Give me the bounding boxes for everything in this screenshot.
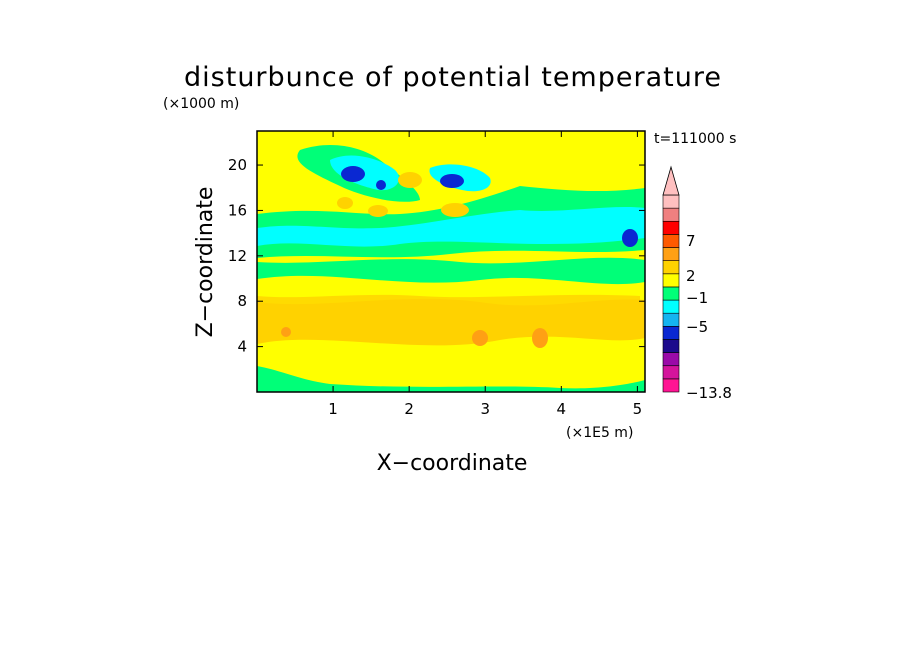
x-axis-ticks: 1 2 3 4 5 <box>328 131 642 418</box>
colorbar-swatch <box>662 194 680 209</box>
x-tick-label: 1 <box>328 400 338 418</box>
colorbar-swatch <box>662 312 680 327</box>
blue-core-3 <box>440 174 464 188</box>
colorbar-label: −13.8 <box>686 384 732 402</box>
time-label: t=111000 s <box>654 131 736 147</box>
x-tick-label: 4 <box>557 400 567 418</box>
colorbar-label: −5 <box>686 318 708 336</box>
colorbar-swatch <box>662 247 680 261</box>
orange-core-3 <box>368 205 388 217</box>
colorbar: 7 2 −1 −5 −13.8 <box>662 165 732 402</box>
colorbar-swatch <box>662 378 680 393</box>
y-tick-label: 16 <box>228 201 247 219</box>
orange-core-7 <box>281 327 291 337</box>
colorbar-label: −1 <box>686 289 708 307</box>
x-axis-label: X−coordinate <box>377 451 528 476</box>
colorbar-swatch <box>662 220 680 235</box>
colorbar-label: 7 <box>686 232 696 250</box>
x-tick-label: 3 <box>480 400 490 418</box>
orange-core-4 <box>337 197 353 209</box>
colorbar-swatch <box>662 234 680 248</box>
y-axis-label: Z−coordinate <box>193 187 218 338</box>
orange-core-5 <box>532 328 548 348</box>
blue-core-2 <box>376 180 386 190</box>
y-tick-label: 12 <box>228 247 247 265</box>
y-tick-label: 20 <box>228 156 247 174</box>
colorbar-swatch <box>662 326 680 340</box>
plot-frame <box>256 130 646 393</box>
y-unit-label: (×1000 m) <box>163 96 239 112</box>
chart-title: disturbunce of potential temperature <box>184 62 722 93</box>
warm-band-inner <box>257 294 640 319</box>
colorbar-swatch <box>662 207 680 222</box>
green-band-mid <box>257 257 645 285</box>
colorbar-swatch <box>662 352 680 367</box>
y-tick-label: 8 <box>237 292 247 310</box>
colorbar-swatch <box>662 286 680 301</box>
colorbar-swatch <box>662 273 680 288</box>
orange-core-6 <box>472 330 488 346</box>
orange-core-1 <box>398 172 422 188</box>
blue-core-4 <box>622 229 638 247</box>
x-tick-label: 2 <box>404 400 414 418</box>
cyan-band <box>257 207 645 247</box>
colorbar-swatch <box>662 260 680 275</box>
x-tick-label: 5 <box>633 400 643 418</box>
orange-core-2 <box>441 203 469 217</box>
colorbar-swatch <box>662 299 680 314</box>
colorbar-label: 2 <box>686 267 696 285</box>
x-unit-label: (×1E5 m) <box>566 425 633 441</box>
y-tick-label: 4 <box>237 338 247 356</box>
green-band-bottom <box>257 366 645 392</box>
colorbar-swatch <box>662 365 680 380</box>
colorbar-swatch <box>662 339 680 353</box>
blue-core-1 <box>341 166 365 182</box>
y-axis-ticks: 4 8 12 16 20 <box>228 156 645 356</box>
colorbar-extend-arrow <box>662 165 680 196</box>
